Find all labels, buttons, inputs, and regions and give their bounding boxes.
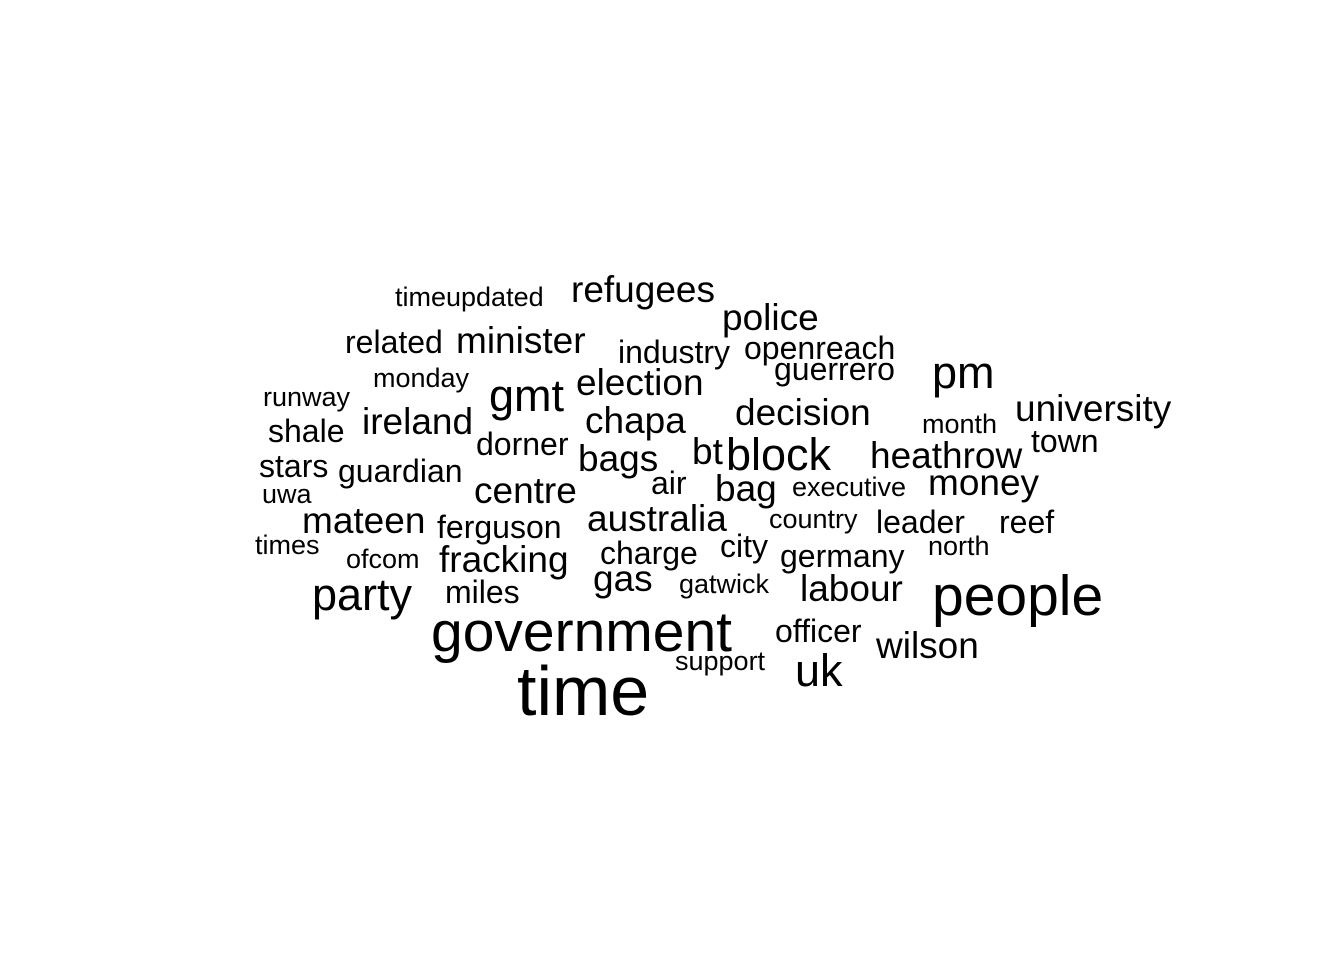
word-related: related [345,324,443,360]
word-month: month [922,409,998,439]
word-officer: officer [775,613,862,649]
word-country: country [769,504,858,534]
word-guerrero: guerrero [774,351,895,387]
word-guardian: guardian [338,453,463,489]
word-stars: stars [259,448,329,484]
word-town: town [1031,423,1099,459]
word-air: air [651,465,687,501]
word-party: party [312,569,413,620]
word-industry: industry [618,334,731,370]
word-ofcom: ofcom [346,544,420,574]
word-fracking: fracking [439,539,569,580]
word-mateen: mateen [302,500,426,541]
word-executive: executive [792,472,907,502]
word-police: police [722,297,819,338]
word-north: north [928,531,990,561]
word-gas: gas [593,558,653,599]
word-ferguson: ferguson [437,509,562,545]
word-reef: reef [999,504,1055,540]
word-people: people [932,564,1104,628]
word-uwa: uwa [262,479,312,509]
word-city: city [720,528,768,564]
word-refugees: refugees [571,269,715,310]
word-bt: bt [692,431,723,472]
word-shale: shale [268,413,345,449]
word-bag: bag [715,468,777,509]
word-money: money [928,462,1040,503]
word-gmt: gmt [489,370,565,421]
word-university: university [1015,388,1172,429]
word-election: election [576,362,704,403]
word-times: times [255,530,320,560]
word-leader: leader [876,504,965,540]
word-government: government [431,600,733,664]
word-charge: charge [600,535,698,571]
word-chapa: chapa [585,400,686,441]
word-miles: miles [445,574,520,610]
word-wilson: wilson [876,625,979,666]
word-time: time [517,652,650,730]
word-minister: minister [456,320,586,361]
word-australia: australia [587,498,727,539]
word-labour: labour [800,568,903,609]
word-runway: runway [263,382,351,412]
word-bags: bags [578,438,659,479]
word-uk: uk [795,645,843,696]
word-ireland: ireland [362,401,474,442]
word-timeupdated: timeupdated [395,282,544,312]
word-heathrow: heathrow [870,435,1023,476]
word-monday: monday [373,363,470,393]
word-dorner: dorner [476,426,569,462]
word-pm: pm [932,347,995,398]
word-block: block [726,429,832,480]
word-centre: centre [474,470,577,511]
word-gatwick: gatwick [679,569,770,599]
word-germany: germany [780,538,905,574]
word-support: support [675,646,766,676]
word-decision: decision [735,392,871,433]
word-openreach: openreach [744,330,896,366]
